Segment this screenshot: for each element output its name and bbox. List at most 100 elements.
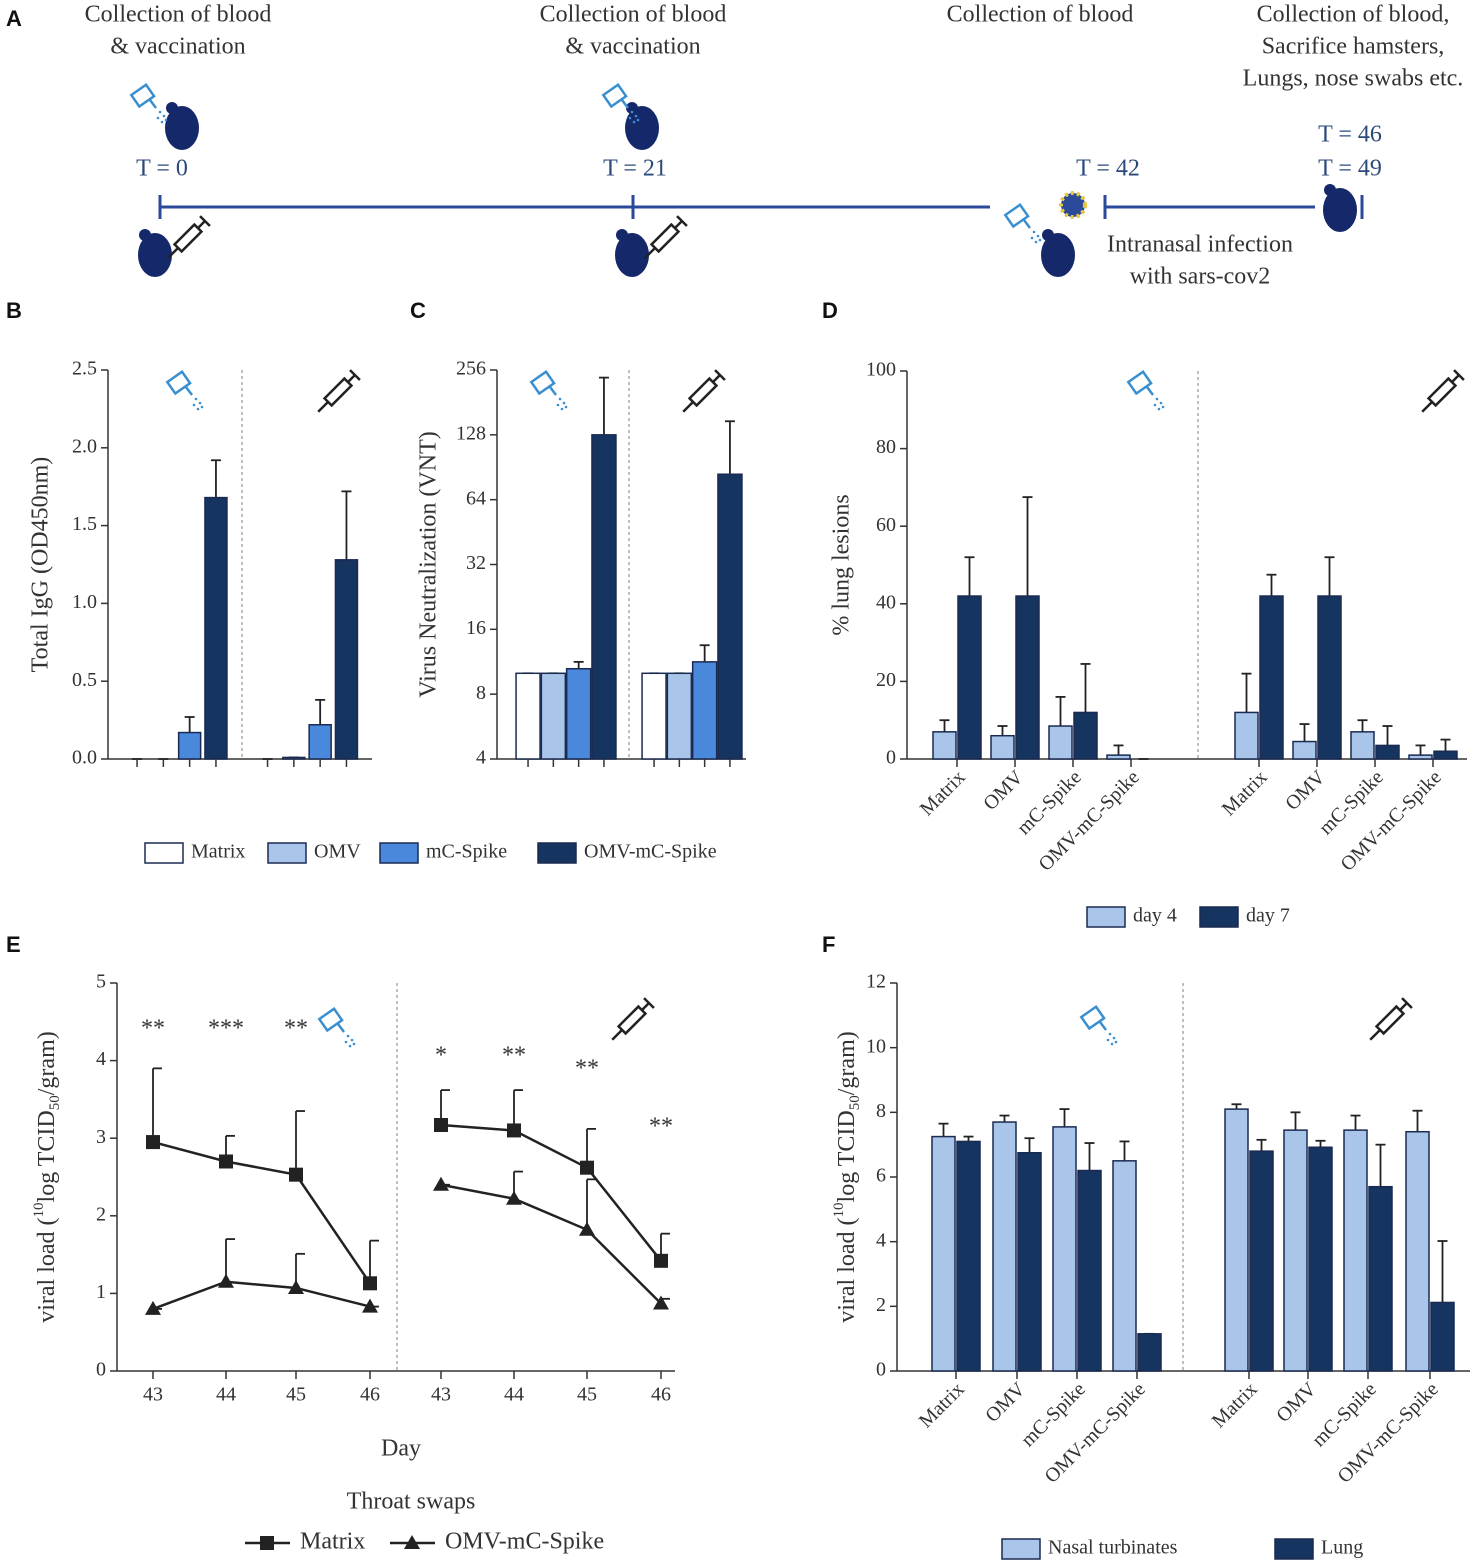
x-tick-label: OMV — [979, 766, 1028, 815]
spray-body — [601, 82, 628, 109]
legend-swatch — [1274, 1538, 1314, 1560]
y-tick-label: 128 — [456, 422, 486, 444]
spray-body — [1079, 1004, 1106, 1031]
legend-label: Matrix — [191, 841, 245, 863]
spray-dot — [1038, 238, 1042, 242]
spray-dot — [630, 110, 634, 114]
marker — [654, 1253, 668, 1268]
spray-dot — [1157, 407, 1161, 411]
hamster-ear — [166, 102, 178, 114]
syringe-handle — [349, 369, 361, 381]
spray-dot — [1036, 234, 1040, 238]
bar — [1405, 1130, 1430, 1372]
legend-swatch — [1086, 906, 1126, 928]
panel-letter: D — [822, 298, 838, 323]
y-tick-label: 4 — [476, 747, 486, 769]
syringe-icon — [1421, 369, 1465, 413]
x-tick-label: 44 — [216, 1384, 236, 1406]
y-tick-label: 2 — [96, 1203, 106, 1225]
syringe-plunger — [347, 374, 356, 383]
marker — [434, 1118, 448, 1133]
event-label: Collection of blood — [540, 2, 727, 28]
spray-dot — [1108, 1032, 1112, 1036]
y-axis-label-part: /gram) — [34, 1031, 60, 1095]
spray-nozzle — [185, 386, 193, 396]
x-tick-label: 44 — [504, 1384, 524, 1406]
x-tick-label: 45 — [577, 1384, 597, 1406]
event-time: T = 46 — [1318, 122, 1382, 148]
y-tick-label: 2.0 — [72, 435, 97, 457]
bar — [1433, 750, 1458, 760]
bar — [308, 724, 332, 760]
marker — [219, 1154, 233, 1169]
bar — [1408, 754, 1433, 760]
hamster-icon — [1323, 188, 1357, 232]
panel-letter: E — [6, 932, 21, 957]
syringe-plunger — [1451, 374, 1460, 383]
spray-dot — [1030, 236, 1034, 240]
legend-label: Lung — [1321, 1537, 1363, 1559]
syringe-body — [649, 222, 681, 254]
spray-icon — [601, 82, 640, 124]
event-label: & vaccination — [565, 34, 700, 60]
spray-body — [317, 1006, 344, 1033]
y-axis-label: viral load (10log TCID50/gram) — [831, 1031, 863, 1323]
spray-nozzle — [621, 99, 629, 109]
spray-dot — [558, 397, 562, 401]
series-line — [440, 1183, 662, 1305]
syringe-needle — [1421, 401, 1433, 413]
panel-letter: F — [822, 932, 835, 957]
marker — [260, 1536, 274, 1550]
legend-swatch — [379, 842, 419, 864]
legend-label: Nasal turbinates — [1048, 1537, 1178, 1559]
x-tick-label: Matrix — [916, 766, 970, 820]
bar — [956, 1140, 981, 1372]
x-tick-label: Matrix — [915, 1378, 969, 1432]
y-axis-label-part: viral load ( — [34, 1217, 60, 1322]
y-tick-label: 5 — [96, 971, 106, 993]
syringe-needle — [682, 401, 694, 413]
event-label: Collection of blood — [947, 2, 1134, 28]
bar — [1048, 725, 1073, 760]
marker — [289, 1167, 303, 1182]
x-tick-label: OMV-mC-Spike — [1336, 766, 1445, 875]
spray-nozzle — [149, 99, 157, 109]
panel-letter: C — [410, 298, 426, 323]
hamster-ear — [1324, 184, 1336, 196]
bar — [1015, 595, 1040, 760]
y-axis-label: Virus Neutralization (VNT) — [416, 431, 442, 697]
spray-dot — [1114, 1040, 1118, 1044]
bar — [717, 473, 743, 760]
y-tick-label: 16 — [466, 617, 486, 639]
bar — [282, 756, 306, 760]
syringe-icon — [167, 215, 211, 259]
y-tick-label: 8 — [476, 682, 486, 704]
y-axis-label-part: log TCID — [34, 1110, 60, 1202]
y-tick-label: 0 — [886, 747, 896, 769]
spray-dot — [194, 397, 198, 401]
y-tick-label: 4 — [876, 1229, 886, 1251]
spray-body — [529, 369, 556, 396]
spray-icon — [165, 369, 204, 411]
event-time: T = 21 — [603, 156, 667, 182]
y-tick-label: 0.0 — [72, 747, 97, 769]
spray-dot — [636, 118, 640, 122]
bar — [540, 672, 567, 760]
y-axis-label-part: /gram) — [834, 1031, 860, 1095]
x-tick-label: 43 — [143, 1384, 163, 1406]
y-tick-label: 3 — [96, 1126, 106, 1148]
bar — [1052, 1126, 1077, 1372]
syringe-handle — [643, 997, 655, 1009]
x-tick-label: Matrix — [1208, 1378, 1262, 1432]
spray-dot — [634, 114, 638, 118]
event-time: T = 49 — [1318, 156, 1382, 182]
bar — [957, 595, 982, 760]
y-axis-label-part: log TCID — [834, 1110, 860, 1202]
event-label: Collection of blood — [85, 2, 272, 28]
spray-dot — [200, 405, 204, 409]
bar — [1368, 1185, 1393, 1372]
syringe-icon — [682, 369, 726, 413]
syringe-handle — [199, 215, 211, 227]
spray-dot — [1161, 405, 1165, 409]
marker — [506, 1190, 522, 1205]
